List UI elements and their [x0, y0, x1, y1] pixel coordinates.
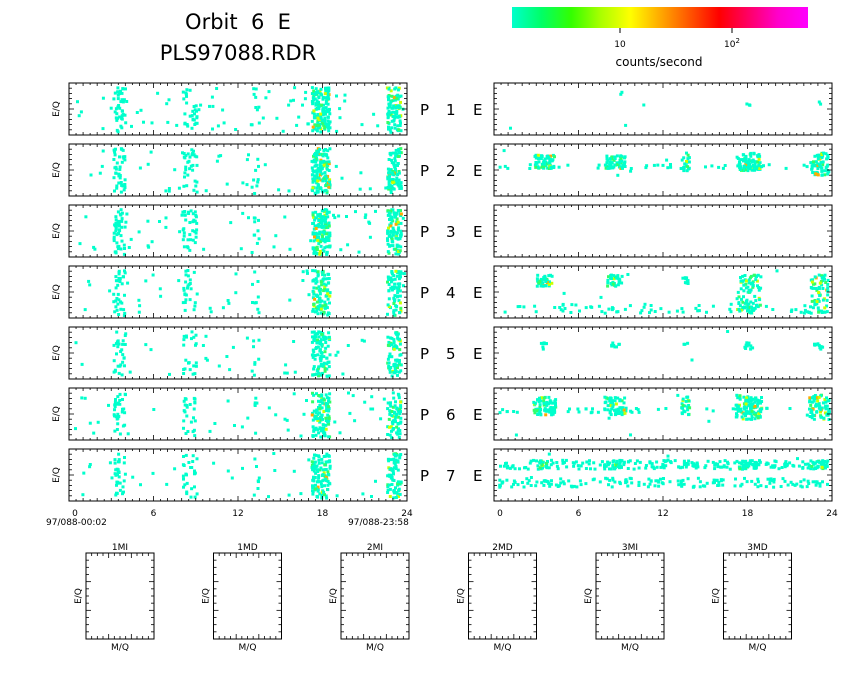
row-label-p-1: P — [420, 101, 429, 119]
left-panel-p6: E/Q — [52, 387, 408, 441]
colorbar-tick-100-exp: 2 — [735, 37, 739, 45]
ylabel-left-6: E/Q — [52, 406, 62, 422]
x-tick-right-6: 6 — [576, 509, 582, 519]
ylabel-left-2: E/Q — [52, 162, 62, 178]
row-label-e-6: E — [473, 406, 482, 424]
row-label-p-4: P — [420, 284, 429, 302]
x-axes: 0 6 12 18 24 0 6 12 18 24 — [72, 509, 838, 519]
mass-panels: 1MI M/Q E/Q 1MD M/Q E/Q 2MI M/Q E/Q 2MD M/Q E/Q 3MI M… — [74, 543, 792, 653]
row-label-e-1: E — [473, 101, 482, 119]
colorbar-tick-10: 10 — [614, 40, 626, 50]
x-tick-right-0: 0 — [497, 509, 503, 519]
left-panel-p5: E/Q — [52, 326, 408, 380]
mass-panel-title-1MI: 1MI — [112, 543, 128, 553]
mass-panel-3MD: 3MD M/Q E/Q — [712, 543, 792, 653]
mass-panel-xlabel-3MI: M/Q — [621, 643, 639, 653]
right-panel-p1 — [493, 82, 833, 136]
panel-row-7: E/Q P 7 E — [52, 448, 833, 502]
left-panel-p2: E/Q — [52, 143, 408, 197]
left-panel-p3: E/Q — [52, 204, 408, 258]
mass-panel-3MI: 3MI M/Q E/Q — [584, 543, 665, 653]
panel-row-1: E/Q P 1 E — [52, 82, 833, 136]
x-tick-right-24: 24 — [826, 509, 838, 519]
x-tick-left-0: 0 — [72, 509, 78, 519]
right-panel-p3 — [493, 204, 833, 258]
ylabel-left-7: E/Q — [52, 467, 62, 483]
mass-panel-ylabel-1MD: E/Q — [202, 588, 212, 604]
title-line-1: Orbit 6 E — [185, 10, 291, 34]
row-label-num-4: 4 — [446, 284, 456, 302]
mass-panel-title-3MD: 3MD — [747, 543, 767, 553]
x-tick-left-24: 24 — [401, 509, 413, 519]
colorbar: 10 102 counts/second — [512, 7, 808, 69]
row-label-e-7: E — [473, 467, 482, 485]
left-panel-p4: E/Q — [52, 265, 408, 319]
ylabel-left-1: E/Q — [52, 101, 62, 117]
panel-row-3: E/Q P 3 E — [52, 204, 833, 258]
mass-panel-ylabel-3MI: E/Q — [584, 588, 594, 604]
row-label-num-5: 5 — [446, 345, 456, 363]
colorbar-tick-100: 102 — [724, 37, 740, 50]
mass-panel-xlabel-2MI: M/Q — [366, 643, 384, 653]
mass-panel-2MI: 2MI M/Q E/Q — [329, 543, 410, 653]
row-label-p-7: P — [420, 467, 429, 485]
x-tick-left-6: 6 — [151, 509, 157, 519]
row-label-p-2: P — [420, 162, 429, 180]
mass-panel-xlabel-3MD: M/Q — [749, 643, 767, 653]
mass-panel-title-2MD: 2MD — [492, 543, 512, 553]
row-label-e-2: E — [473, 162, 482, 180]
colorbar-label: counts/second — [616, 55, 703, 69]
mass-panel-ylabel-1MI: E/Q — [74, 588, 84, 604]
colorbar-gradient — [512, 7, 808, 28]
mass-panel-title-3MI: 3MI — [622, 543, 638, 553]
mass-panel-ylabel-2MD: E/Q — [457, 588, 467, 604]
right-panel-p6 — [493, 387, 833, 441]
x-tick-left-12: 12 — [232, 509, 243, 519]
ylabel-left-3: E/Q — [52, 223, 62, 239]
mass-panel-xlabel-2MD: M/Q — [494, 643, 512, 653]
row-label-num-6: 6 — [446, 406, 456, 424]
row-label-num-7: 7 — [446, 467, 456, 485]
mass-panel-ylabel-3MD: E/Q — [712, 588, 722, 604]
mass-panel-title-2MI: 2MI — [367, 543, 383, 553]
left-panel-p1: E/Q — [52, 82, 408, 136]
row-label-p-6: P — [420, 406, 429, 424]
panel-row-4: E/Q P 4 E — [52, 265, 833, 319]
row-label-p-3: P — [420, 223, 429, 241]
left-panel-p7: E/Q — [52, 448, 408, 502]
mass-panel-ylabel-2MI: E/Q — [329, 588, 339, 604]
x-tick-right-18: 18 — [742, 509, 754, 519]
mass-panel-xlabel-1MD: M/Q — [239, 643, 257, 653]
end-time-label: 97/088-23:58 — [348, 518, 409, 528]
mass-panel-1MD: 1MD M/Q E/Q — [202, 543, 282, 653]
mass-panel-title-1MD: 1MD — [237, 543, 257, 553]
right-panel-p4 — [493, 265, 833, 319]
row-label-e-5: E — [473, 345, 482, 363]
ylabel-left-4: E/Q — [52, 284, 62, 300]
right-panel-p5 — [493, 326, 833, 380]
panel-row-2: E/Q P 2 E — [52, 143, 833, 197]
row-label-num-1: 1 — [446, 101, 456, 119]
x-tick-right-12: 12 — [657, 509, 668, 519]
start-time-label: 97/088-00:02 — [46, 518, 107, 528]
panel-rows: E/Q P 1 EE/Q P 2 EE/Q P 3 EE/Q P 4 EE/Q P 5 EE/Q P 6 EE/Q P… — [52, 82, 833, 502]
colorbar-tick-100-base: 10 — [724, 40, 736, 50]
row-label-e-4: E — [473, 284, 482, 302]
row-label-num-2: 2 — [446, 162, 456, 180]
row-label-e-3: E — [473, 223, 482, 241]
x-tick-left-18: 18 — [317, 509, 329, 519]
mass-panel-xlabel-1MI: M/Q — [111, 643, 129, 653]
panel-row-5: E/Q P 5 E — [52, 326, 833, 380]
mass-panel-2MD: 2MD M/Q E/Q — [457, 543, 537, 653]
title-line-2: PLS97088.RDR — [160, 41, 317, 65]
right-panel-p2 — [493, 143, 833, 197]
ylabel-left-5: E/Q — [52, 345, 62, 361]
row-label-p-5: P — [420, 345, 429, 363]
mass-panel-1MI: 1MI M/Q E/Q — [74, 543, 155, 653]
panel-row-6: E/Q P 6 E — [52, 387, 833, 441]
right-panel-p7 — [493, 448, 833, 502]
row-label-num-3: 3 — [446, 223, 456, 241]
